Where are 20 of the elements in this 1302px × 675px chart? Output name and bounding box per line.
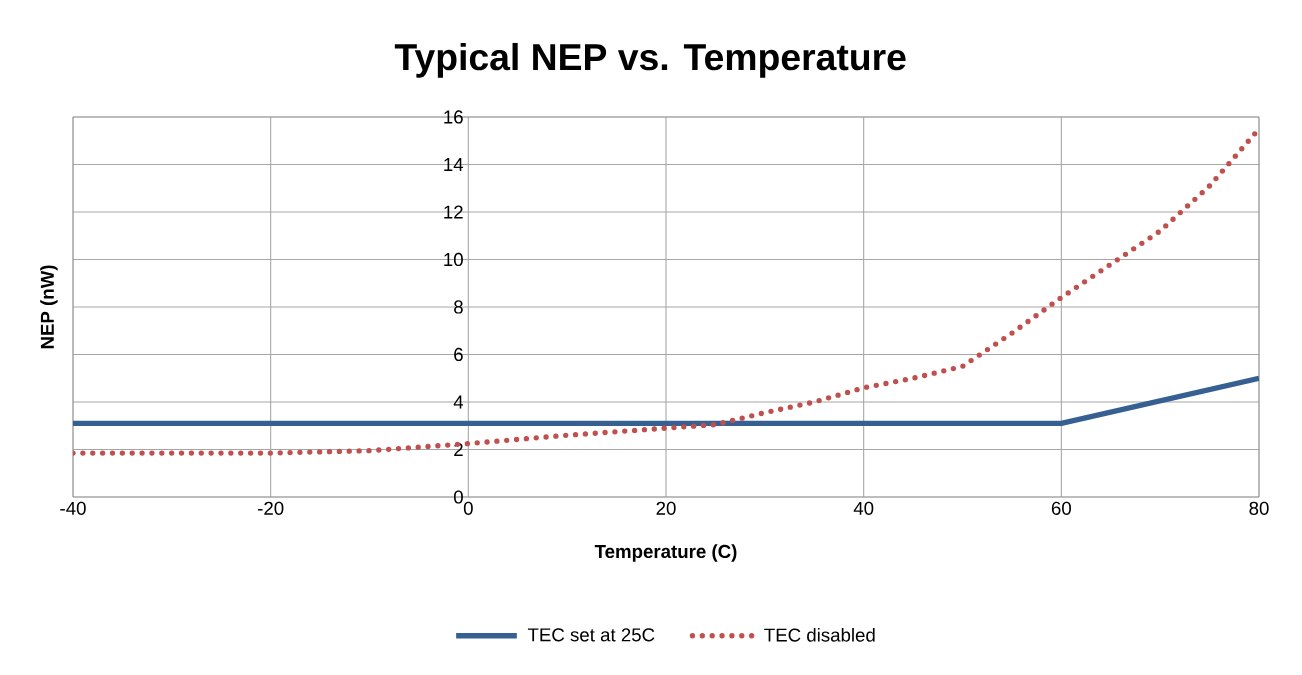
y-axis-title: NEP (nW): [40, 265, 58, 349]
x-axis-title: Temperature (C): [594, 544, 737, 562]
x-tick-label: 40: [853, 501, 874, 515]
x-tick-label: 60: [1051, 501, 1071, 515]
y-tick-label: 4: [453, 395, 464, 409]
legend-label: TEC set at 25C: [527, 628, 655, 642]
chart-title: Typical NEP vs. Temperature: [394, 42, 906, 78]
x-tick-label: -20: [258, 501, 284, 515]
x-tick-label: 0: [463, 501, 473, 515]
x-tick-label: 80: [1249, 501, 1269, 515]
x-tick-label: 20: [656, 501, 676, 515]
y-tick-label: 6: [454, 347, 463, 362]
y-tick-label: 8: [454, 300, 463, 314]
y-tick-label: 12: [444, 205, 463, 219]
x-tick-label: -40: [60, 501, 86, 515]
legend-label: TEC disabled: [764, 628, 875, 642]
y-tick-label: 14: [444, 158, 464, 171]
y-tick-label: 16: [444, 110, 463, 124]
y-tick-label: 10: [444, 252, 463, 267]
y-tick-label: 0: [453, 490, 463, 504]
